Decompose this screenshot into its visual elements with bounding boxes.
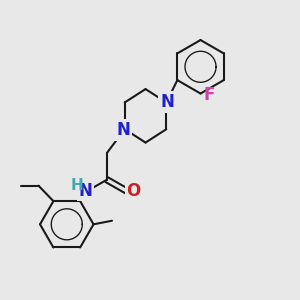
- Text: O: O: [127, 182, 141, 200]
- Text: N: N: [116, 121, 130, 139]
- Text: N: N: [160, 93, 174, 111]
- Text: F: F: [203, 86, 214, 104]
- Text: N: N: [79, 182, 92, 200]
- Text: H: H: [71, 178, 84, 193]
